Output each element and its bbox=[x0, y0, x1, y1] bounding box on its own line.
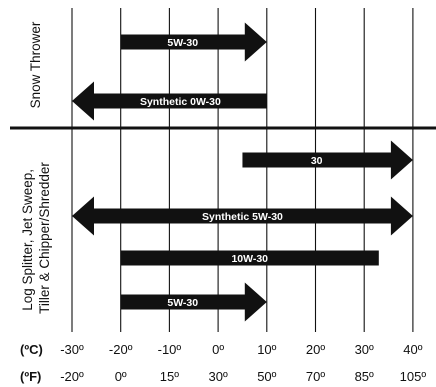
arrow-label-5w-30: 5W-30 bbox=[167, 297, 198, 309]
arrow-bar-30 bbox=[242, 140, 413, 180]
celsius-tick-label: 40º bbox=[403, 342, 422, 357]
arrow-label-30: 30 bbox=[311, 155, 323, 167]
celsius-tick-label: -30º bbox=[60, 342, 84, 357]
arrow-bar-synthetic-0w-30 bbox=[72, 81, 267, 121]
fahrenheit-unit-label: (ºF) bbox=[20, 369, 41, 384]
arrow-bar-10w-30 bbox=[120, 250, 379, 266]
celsius-tick-label: 10º bbox=[257, 342, 276, 357]
log-splitter-label-line-1: Log Splitter, Jet Sweep, bbox=[20, 169, 35, 311]
fahrenheit-tick-label: 70º bbox=[306, 369, 325, 384]
arrow-label-synthetic-0w-30: Synthetic 0W-30 bbox=[140, 96, 221, 108]
arrow-bar-5w-30 bbox=[120, 22, 267, 62]
celsius-tick-label: 20º bbox=[306, 342, 325, 357]
celsius-tick-label: -20º bbox=[109, 342, 133, 357]
gridlines bbox=[71, 8, 414, 332]
arrow-label-synthetic-5w-30: Synthetic 5W-30 bbox=[202, 211, 283, 223]
arrow-label-10w-30: 10W-30 bbox=[231, 253, 268, 265]
fahrenheit-tick-label: 105º bbox=[400, 369, 427, 384]
snow-thrower-label: Snow Thrower bbox=[28, 21, 43, 108]
celsius-tick-label: 30º bbox=[355, 342, 374, 357]
arrow-bars: 5W-30 Synthetic 0W-30 30 Synthetic 5W-30 10W… bbox=[72, 22, 413, 322]
celsius-tick-label: 0º bbox=[212, 342, 224, 357]
celsius-tick-label: -10º bbox=[158, 342, 182, 357]
fahrenheit-tick-label: 50º bbox=[257, 369, 276, 384]
arrow-bar-5w-30 bbox=[120, 282, 267, 322]
fahrenheit-tick-label: 85º bbox=[355, 369, 374, 384]
log-splitter-label-line-2: Tiller & Chipper/Shredder bbox=[37, 162, 52, 314]
tick-labels: -30º -20º -10º 0º 10º 20º 30º 40º -20º 0º 15º 30º 50… bbox=[60, 342, 426, 384]
fahrenheit-tick-label: 30º bbox=[208, 369, 227, 384]
arrow-bar-synthetic-5w-30 bbox=[72, 196, 413, 236]
celsius-unit-label: (ºC) bbox=[20, 342, 43, 357]
fahrenheit-tick-label: -20º bbox=[60, 369, 84, 384]
log-splitter-label: Log Splitter, Jet Sweep, Tiller & Chippe… bbox=[20, 162, 52, 314]
fahrenheit-tick-label: 15º bbox=[160, 369, 179, 384]
fahrenheit-tick-label: 0º bbox=[115, 369, 127, 384]
arrow-label-5w-30: 5W-30 bbox=[167, 37, 198, 49]
